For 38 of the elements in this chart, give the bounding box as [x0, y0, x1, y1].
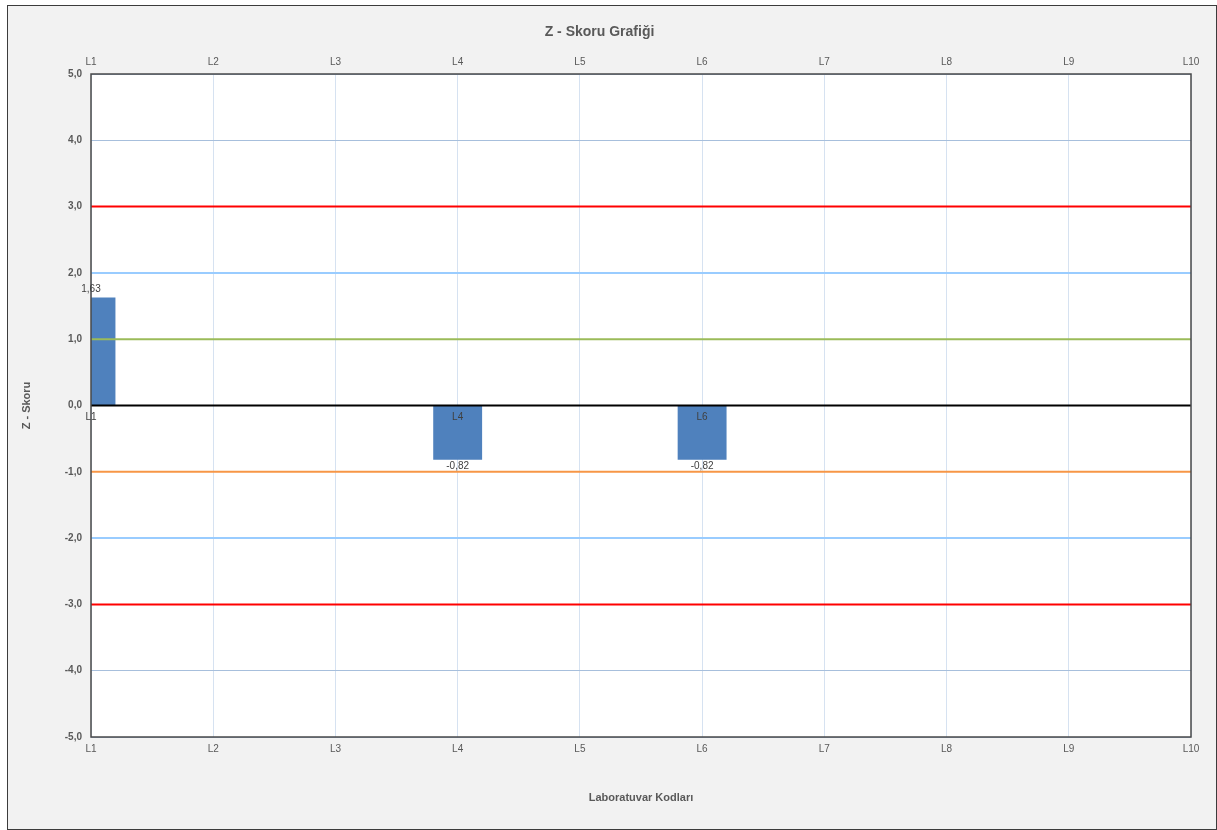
chart-title: Z - Skoru Grafiği	[544, 22, 655, 39]
y-tick-label: 1,0	[68, 332, 83, 344]
annotation: L6	[696, 411, 709, 423]
y-tick-label: -4,0	[64, 664, 83, 676]
x-tick-label: L9	[1063, 742, 1075, 754]
x-tick-label: L2	[207, 742, 220, 754]
category-label: L2	[207, 55, 219, 67]
x-tick-label: L10	[1182, 742, 1200, 754]
text: L1	[85, 55, 97, 67]
y-tick-label: 3,0	[68, 200, 83, 212]
x-tick-label: L5	[574, 742, 586, 754]
category-label: L7	[818, 55, 830, 67]
x-tick-label: L3	[329, 742, 342, 754]
x-tick-label: L8	[940, 742, 953, 754]
category-label: L3	[329, 55, 342, 67]
y-tick-label: 0,0	[68, 399, 83, 411]
y-tick-label: -2,0	[64, 531, 83, 543]
text: L6	[696, 55, 708, 67]
x-tick-label: L7	[818, 742, 831, 754]
y-tick-label: -1,0	[64, 465, 83, 477]
category-label: L10	[1182, 55, 1200, 67]
category-label: L5	[574, 55, 586, 67]
y-axis-title: Z - Skoru	[19, 381, 32, 430]
data-label: -0,82	[446, 459, 470, 471]
x-axis-title: Laboratuvar Kodları	[588, 791, 694, 804]
x-tick-label: L6	[696, 742, 709, 754]
y-tick-label: -5,0	[64, 730, 83, 742]
x-tick-label: L4	[452, 742, 464, 754]
data-label: -0,82	[690, 459, 714, 471]
text: L4	[452, 55, 464, 67]
annotation: L4	[452, 411, 464, 423]
y-tick-label: 4,0	[68, 134, 83, 146]
y-tick-label: 2,0	[68, 266, 83, 278]
category-label: L8	[940, 55, 953, 67]
category-label: L9	[1063, 55, 1075, 67]
x-tick-label: L1	[85, 742, 97, 754]
y-tick-label: -3,0	[64, 598, 83, 610]
y-tick-label: 5,0	[68, 67, 83, 79]
